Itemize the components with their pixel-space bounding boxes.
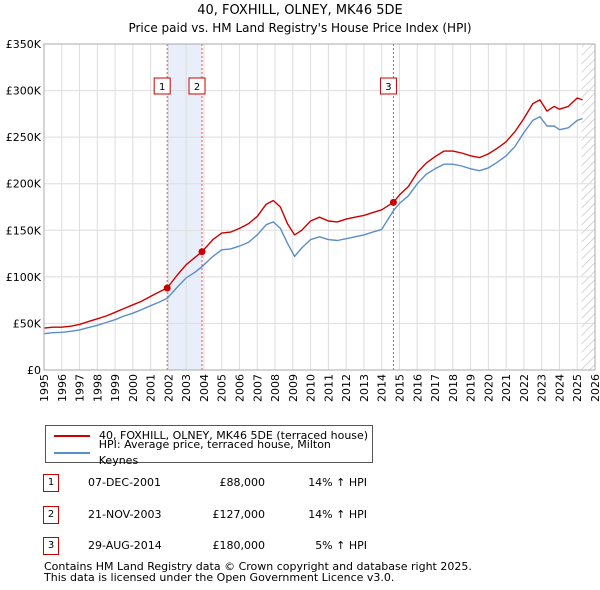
legend-label-property: 40, FOXHILL, OLNEY, MK46 5DE (terraced h… <box>99 429 369 442</box>
sale-point <box>163 284 171 292</box>
transaction-price: £180,000 <box>212 539 266 552</box>
x-tick-label: 2014 <box>376 374 389 402</box>
x-tick-label: 1998 <box>91 374 104 402</box>
table-row: 3 29-AUG-2014 £180,000 5% ↑ HPI <box>43 537 403 555</box>
x-tick-label: 1999 <box>109 374 122 402</box>
plot-frame <box>43 43 596 371</box>
x-tick-label: 2003 <box>180 374 193 402</box>
transaction-hpi-change: 14% ↑ HPI <box>308 476 367 489</box>
event-label-box <box>153 77 171 95</box>
x-tick-label: 2010 <box>305 374 318 402</box>
x-tick-label: 2008 <box>269 374 282 402</box>
legend-label-hpi: HPI: Average price, terraced house, Milt… <box>98 438 331 467</box>
shaded-band <box>167 44 203 370</box>
x-tick-label: 2019 <box>465 374 478 402</box>
x-tick-label: 1996 <box>56 374 69 402</box>
x-tick-label: 2022 <box>518 374 531 402</box>
transaction-hpi-change: 5% ↑ HPI <box>315 539 367 552</box>
transaction-hpi-change: 14% ↑ HPI <box>308 508 367 521</box>
y-tick-label: £350K <box>6 38 42 51</box>
x-tick-label: 2013 <box>358 374 371 402</box>
footer-notice: Contains HM Land Registry data © Crown c… <box>44 561 472 583</box>
x-tick-label: 2020 <box>482 374 495 402</box>
y-tick-label: £150K <box>6 224 42 237</box>
x-tick-label: 2021 <box>500 374 513 402</box>
y-tick-label: £50K <box>13 317 42 330</box>
event-label: 2 <box>194 82 200 93</box>
x-tick-label: 2009 <box>287 374 300 402</box>
y-tick-label: £100K <box>6 271 42 284</box>
sale-point <box>198 248 206 256</box>
hatched-region <box>581 44 595 370</box>
y-tick-label: £0 <box>27 364 41 377</box>
y-tick-label: £200K <box>6 178 42 191</box>
transaction-price: £127,000 <box>212 508 266 521</box>
transaction-number: 3 <box>43 537 59 555</box>
legend-entry-property: 40, FOXHILL, OLNEY, MK46 5DE (terraced h… <box>54 428 368 444</box>
x-tick-label: 2001 <box>145 374 158 402</box>
footer-copyright: Contains HM Land Registry data © Crown c… <box>44 560 472 573</box>
y-tick-label: £300K <box>6 85 42 98</box>
event-label: 1 <box>159 82 165 93</box>
transaction-number: 2 <box>43 506 59 524</box>
transaction-date: 29-AUG-2014 <box>88 539 162 552</box>
chart-legend: 40, FOXHILL, OLNEY, MK46 5DE (terraced h… <box>45 425 373 467</box>
transaction-number: 1 <box>43 474 59 492</box>
x-tick-label: 2002 <box>162 374 175 402</box>
event-label-box <box>379 77 397 95</box>
table-row: 1 07-DEC-2001 £88,000 14% ↑ HPI <box>43 474 403 492</box>
event-label: 3 <box>385 82 391 93</box>
legend-swatch-property <box>54 435 90 437</box>
x-tick-label: 2006 <box>234 374 247 402</box>
x-tick-label: 2023 <box>536 374 549 402</box>
x-tick-label: 2011 <box>322 374 335 402</box>
y-tick-label: £250K <box>6 131 42 144</box>
x-tick-label: 1997 <box>74 374 87 402</box>
x-tick-label: 2025 <box>571 374 584 402</box>
x-tick-label: 2017 <box>429 374 442 402</box>
transaction-date: 21-NOV-2003 <box>88 508 162 521</box>
x-tick-label: 2012 <box>340 374 353 402</box>
chart-title: 40, FOXHILL, OLNEY, MK46 5DE <box>197 3 402 18</box>
x-tick-label: 2004 <box>198 374 211 402</box>
price-chart: 40, FOXHILL, OLNEY, MK46 5DE Price paid … <box>6 3 600 402</box>
x-tick-label: 2007 <box>251 374 264 402</box>
x-tick-label: 2018 <box>447 374 460 402</box>
x-tick-label: 2005 <box>216 374 229 402</box>
legend-swatch-hpi <box>54 452 90 454</box>
transaction-price: £88,000 <box>219 476 266 489</box>
plot-background <box>44 44 595 370</box>
footer-licence: This data is licensed under the Open Gov… <box>44 571 395 584</box>
sale-point <box>389 198 397 206</box>
transaction-date: 07-DEC-2001 <box>88 476 162 489</box>
x-tick-label: 2016 <box>411 374 424 402</box>
x-tick-label: 2026 <box>589 374 600 402</box>
legend-entry-hpi: HPI: Average price, terraced house, Milt… <box>54 438 372 467</box>
event-label-box <box>188 77 206 95</box>
x-tick-label: 2024 <box>553 374 566 402</box>
x-tick-label: 1995 <box>38 374 51 402</box>
series-line-property <box>44 97 583 329</box>
x-tick-label: 2000 <box>127 374 140 402</box>
chart-subtitle: Price paid vs. HM Land Registry's House … <box>128 21 471 35</box>
table-row: 2 21-NOV-2003 £127,000 14% ↑ HPI <box>43 506 403 524</box>
x-tick-label: 2015 <box>393 374 406 402</box>
series-line-hpi <box>44 115 583 335</box>
